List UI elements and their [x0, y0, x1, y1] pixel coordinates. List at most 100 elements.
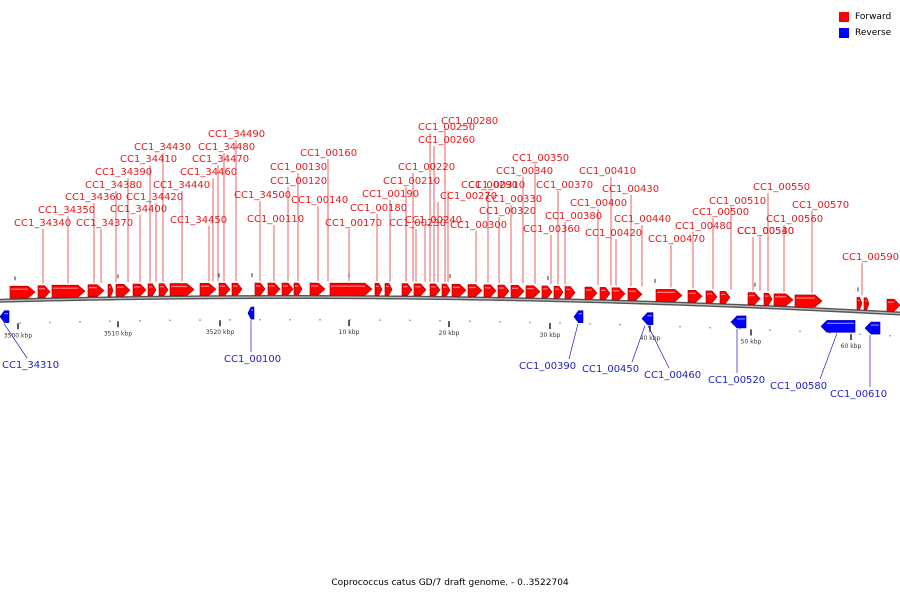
forward-gene-label: CC1_34450 [170, 215, 227, 226]
scale-label: 3520 kbp [206, 329, 234, 336]
forward-gene-arrow [525, 285, 541, 298]
legend-reverse: Reverse [839, 25, 891, 41]
gene-arrows-layer [0, 282, 900, 335]
forward-gene-arrow [794, 294, 823, 308]
forward-gene-label: CC1_00190 [362, 189, 419, 200]
forward-gene-arrow [773, 293, 794, 307]
reverse-gene-arrow [573, 310, 584, 324]
scale-label: 20 kbp [439, 330, 460, 337]
forward-gene-label: CC1_00550 [753, 182, 810, 193]
reverse-leader-line [568, 323, 579, 360]
forward-gene-label: CC1_34500 [234, 190, 291, 201]
forward-gene-label: CC1_34440 [153, 180, 210, 191]
reverse-leader-line [819, 333, 838, 380]
legend-reverse-label: Reverse [855, 28, 892, 38]
forward-gene-label: CC1_00500 [692, 207, 749, 218]
legend-forward: Forward [839, 9, 891, 25]
scale-label: 30 kbp [540, 332, 561, 339]
forward-gene-arrow [856, 297, 863, 310]
reverse-leader-line [647, 325, 670, 369]
reverse-gene-label: CC1_00610 [830, 389, 887, 400]
forward-gene-label: CC1_00330 [485, 194, 542, 205]
forward-gene-label: CC1_00310 [468, 180, 525, 191]
reverse-gene-arrow [820, 320, 856, 333]
forward-gene-arrow [374, 283, 383, 296]
genome-backbone-highlight [0, 296, 900, 315]
forward-gene-label: CC1_00250 [418, 122, 475, 133]
forward-gene-label: CC1_00180 [350, 203, 407, 214]
forward-gene-label: CC1_00130 [270, 162, 327, 173]
forward-gene-arrow [599, 287, 611, 300]
reverse-gene-arrow [0, 310, 10, 323]
forward-gene-arrow [401, 283, 413, 296]
forward-gene-label: CC1_00420 [585, 228, 642, 239]
forward-gene-label: CC1_00340 [496, 166, 553, 177]
reverse-gene-arrow [864, 321, 881, 335]
forward-gene-arrow [293, 282, 303, 296]
forward-gene-arrow [483, 284, 497, 298]
forward-gene-label: CC1_00300 [450, 220, 507, 231]
legend-forward-label: Forward [855, 12, 892, 22]
scale-label: 40 kbp [640, 335, 661, 342]
forward-gene-arrow [747, 292, 761, 305]
forward-gene-label: CC1_34490 [208, 129, 265, 140]
forward-gene-label: CC1_00540 [737, 226, 794, 237]
forward-gene-label: CC1_00240 [405, 215, 462, 226]
forward-gene-arrow [564, 286, 576, 299]
forward-gene-arrow [309, 282, 326, 296]
scale-ticks-layer: 3500 kbp 3510 kbp 3520 kbp 10 kbp 20 kbp 30 k… [4, 273, 891, 350]
forward-gene-label: CC1_00260 [418, 135, 475, 146]
forward-gene-arrow [87, 284, 105, 297]
forward-gene-arrow [467, 284, 483, 297]
scale-label: 50 kbp [741, 338, 762, 345]
forward-gene-arrow [132, 283, 147, 297]
forward-gene-arrow [705, 290, 718, 304]
forward-gene-label: CC1_00290 [461, 180, 518, 191]
forward-gene-arrow [115, 283, 131, 297]
forward-gene-arrow [281, 282, 294, 296]
forward-gene-label: CC1_34350 [38, 205, 95, 216]
forward-gene-arrow [107, 284, 114, 297]
forward-gene-label: CC1_00380 [545, 211, 602, 222]
forward-gene-label: CC1_00510 [709, 196, 766, 207]
forward-gene-arrow [510, 285, 525, 298]
forward-gene-label: CC1_00350 [512, 153, 569, 164]
reverse-gene-label: CC1_00580 [770, 381, 827, 392]
forward-gene-label: CC1_34430 [134, 142, 191, 153]
reverse-gene-arrow [641, 312, 654, 325]
scale-label: 60 kbp [841, 343, 862, 350]
forward-gene-arrow [158, 283, 169, 297]
forward-gene-label: CC1_00560 [766, 214, 823, 225]
scale-label: 3500 kbp [4, 332, 32, 339]
forward-gene-arrow [429, 283, 441, 297]
forward-gene-arrow [9, 285, 36, 299]
forward-gene-label: CC1_00120 [270, 176, 327, 187]
forward-gene-arrow [51, 284, 86, 298]
gene-labels-layer: CC1_34340 CC1_34350 CC1_34360 CC1_34370 CC1_… [2, 116, 899, 400]
forward-gene-label: CC1_34470 [192, 154, 249, 165]
reverse-gene-arrow [247, 306, 255, 320]
forward-gene-arrow [413, 283, 427, 297]
forward-gene-arrow [37, 285, 51, 298]
reverse-gene-label: CC1_00460 [644, 370, 701, 381]
forward-gene-label: CC1_34340 [14, 218, 71, 229]
reverse-gene-label: CC1_00390 [519, 361, 576, 372]
forward-gene-arrow [329, 282, 373, 296]
forward-gene-arrow [384, 283, 393, 296]
reverse-gene-arrow [730, 315, 747, 329]
forward-gene-arrow [497, 284, 510, 298]
forward-gene-label: CC1_00400 [570, 198, 627, 209]
forward-gene-arrow [218, 282, 231, 296]
forward-gene-label: CC1_00110 [247, 214, 304, 225]
forward-gene-label: CC1_00440 [614, 214, 671, 225]
forward-gene-arrow [584, 286, 598, 300]
forward-gene-arrow [267, 282, 281, 296]
forward-gene-label: CC1_00360 [523, 224, 580, 235]
forward-gene-arrow [441, 283, 451, 297]
forward-gene-arrow [541, 285, 553, 299]
forward-gene-arrow [254, 282, 266, 296]
forward-gene-arrow [719, 291, 731, 304]
forward-gene-label: CC1_34370 [76, 218, 133, 229]
forward-gene-arrow [611, 287, 626, 301]
